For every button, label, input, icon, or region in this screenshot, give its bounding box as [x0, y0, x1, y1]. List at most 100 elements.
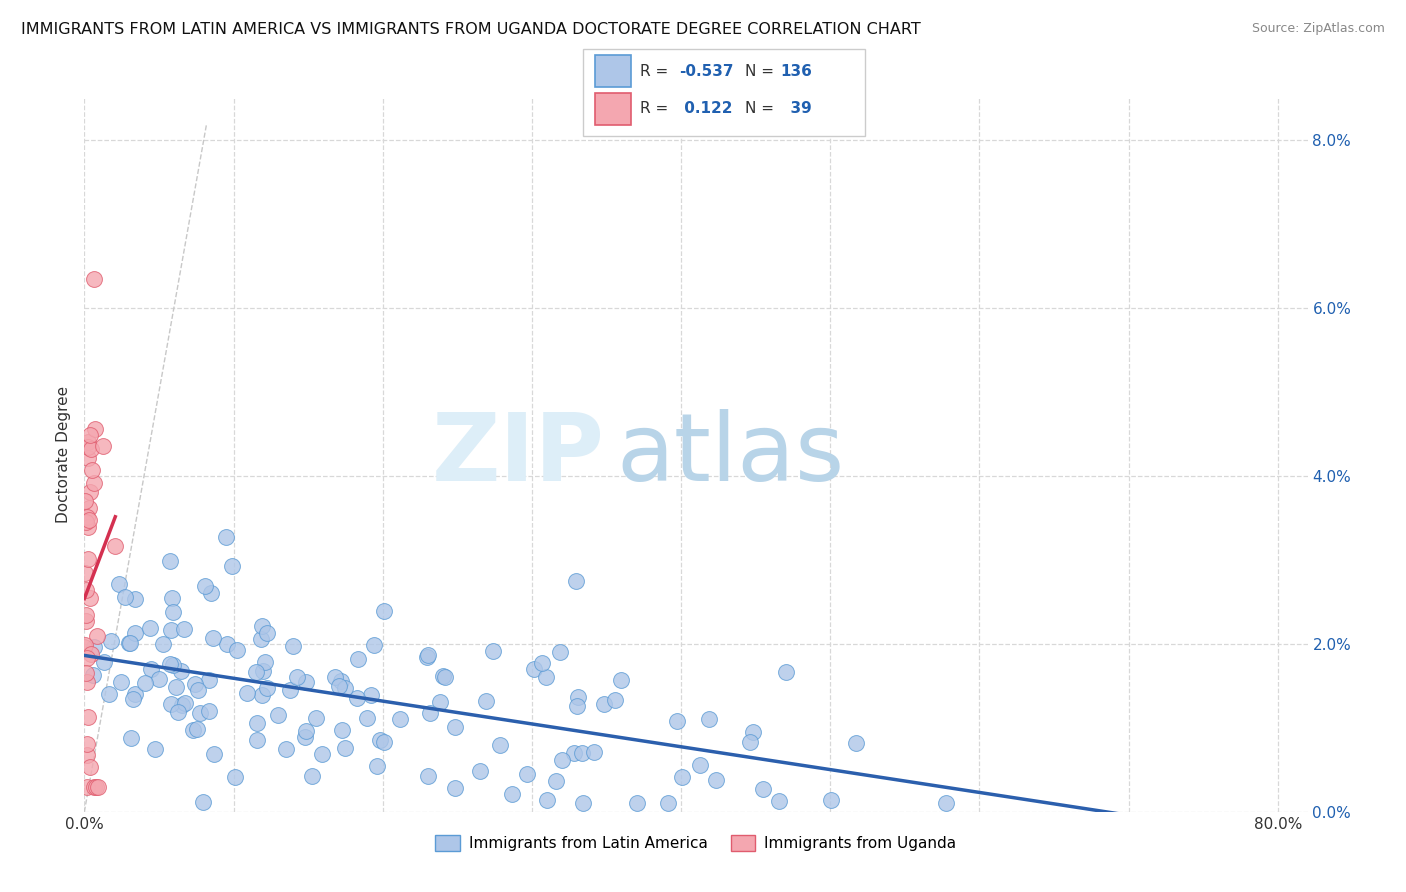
Point [202, 631, 225, 645]
Point [117, 636, 139, 650]
Point [80, 647, 103, 661]
Point [363, 638, 385, 652]
Point [544, 774, 567, 789]
Point [83, 640, 105, 654]
Point [82, 668, 104, 682]
Point [845, 736, 868, 750]
Text: atlas: atlas [616, 409, 845, 501]
Point [246, 733, 269, 747]
Point [181, 723, 204, 737]
Point [565, 699, 588, 714]
Point [416, 649, 439, 664]
Point [215, 530, 238, 544]
Point [333, 741, 356, 756]
Point [432, 668, 454, 682]
Point [197, 673, 219, 688]
Point [186, 723, 208, 737]
Point [285, 670, 308, 684]
Point [86, 629, 108, 643]
Point [534, 670, 557, 684]
Point [775, 665, 797, 679]
Point [79, 760, 101, 774]
Point [170, 664, 193, 678]
Point [665, 714, 688, 728]
Point [124, 592, 146, 607]
Point [226, 643, 249, 657]
Point [100, 634, 122, 648]
Point [482, 644, 505, 658]
Point [935, 797, 957, 811]
Point [104, 539, 127, 553]
Point [274, 742, 297, 756]
Point [73, 566, 96, 580]
Point [741, 725, 763, 739]
Point [389, 712, 412, 726]
Point [114, 590, 136, 604]
Point [252, 619, 274, 633]
Point [610, 673, 633, 687]
Point [76, 748, 98, 763]
Point [87, 780, 110, 794]
Point [77, 501, 100, 516]
Point [330, 674, 353, 689]
Point [76, 551, 98, 566]
Text: R =: R = [640, 64, 673, 78]
Point [83, 272, 105, 286]
Point [93, 439, 115, 453]
Y-axis label: Doctorate Degree: Doctorate Degree [56, 386, 72, 524]
Point [347, 652, 370, 666]
Point [75, 515, 97, 529]
Text: 39: 39 [780, 102, 813, 116]
Point [657, 797, 679, 811]
Point [256, 681, 278, 696]
Point [191, 795, 214, 809]
Point [531, 656, 554, 670]
Point [523, 662, 546, 676]
Point [281, 640, 304, 654]
Point [75, 607, 97, 622]
Point [73, 640, 96, 654]
Point [198, 704, 221, 718]
Point [294, 723, 316, 738]
Point [301, 769, 323, 783]
Text: N =: N = [745, 64, 779, 78]
Point [76, 450, 98, 465]
Point [551, 753, 574, 767]
Point [184, 677, 207, 691]
Point [76, 710, 98, 724]
Point [75, 615, 97, 629]
Point [122, 692, 145, 706]
Point [76, 737, 98, 751]
Point [83, 780, 105, 794]
Point [250, 632, 273, 647]
Point [295, 674, 318, 689]
Point [77, 441, 100, 455]
Point [323, 670, 346, 684]
Point [160, 591, 183, 605]
Point [820, 793, 842, 807]
Point [567, 690, 589, 704]
Point [236, 686, 259, 700]
Point [98, 687, 121, 701]
Text: -0.537: -0.537 [679, 64, 734, 78]
Point [360, 688, 382, 702]
Point [593, 697, 616, 711]
Point [253, 655, 276, 669]
Point [475, 694, 498, 708]
Point [418, 648, 440, 662]
Point [83, 476, 105, 491]
Point [120, 731, 142, 746]
Point [165, 680, 187, 694]
Point [202, 747, 225, 761]
Point [77, 513, 100, 527]
Point [152, 637, 174, 651]
Point [110, 674, 132, 689]
Point [433, 670, 456, 684]
Point [159, 554, 181, 568]
Point [740, 735, 762, 749]
Point [443, 720, 465, 734]
Point [246, 716, 269, 731]
Point [76, 509, 98, 524]
Point [143, 742, 166, 756]
Point [366, 759, 388, 773]
